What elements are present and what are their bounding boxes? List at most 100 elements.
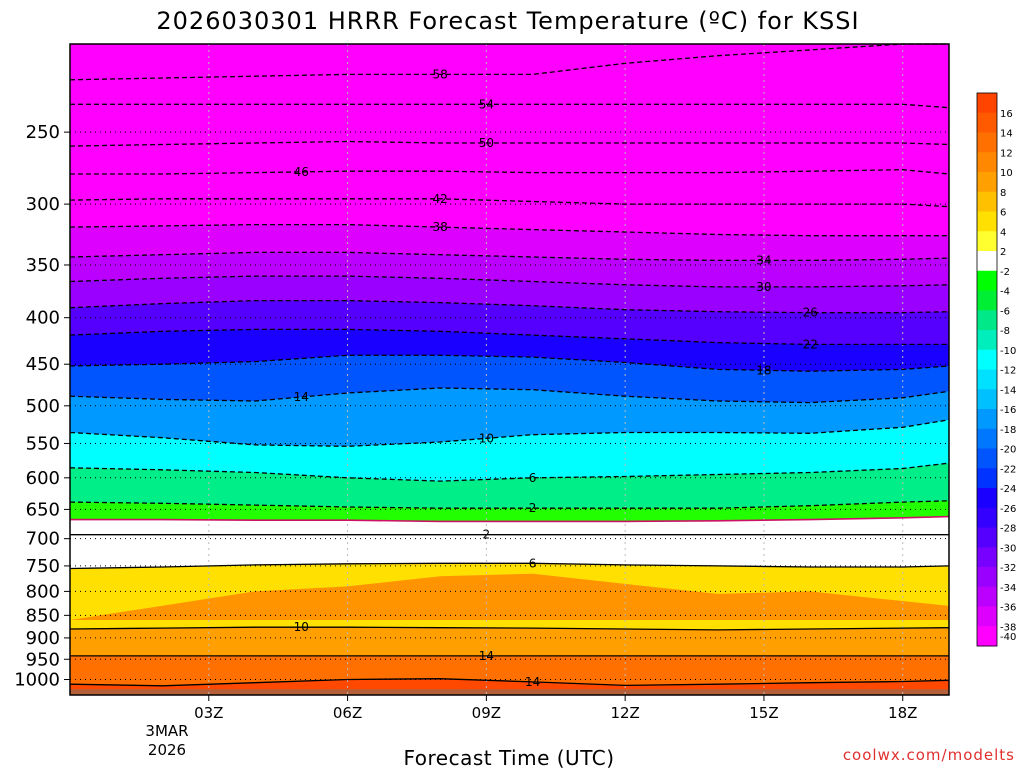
colorbar-label: -30: [1000, 543, 1016, 554]
contour--6: [69, 462, 950, 482]
colorbar-label: -2: [1000, 267, 1010, 278]
contour--42: [69, 198, 950, 208]
colorbar-cell: [977, 488, 997, 509]
y-tick-label: 1000: [14, 670, 60, 691]
contour-0: [70, 515, 950, 523]
contour-label: 58: [432, 67, 447, 81]
date-label-year: 2026: [148, 741, 186, 759]
y-tick-label: 850: [26, 605, 60, 626]
colorbar-label: -28: [1000, 524, 1016, 535]
x-tick-label: 12Z: [610, 704, 639, 722]
colorbar: 16 14 12 10 8 6 4 2 -2 -4 -6 -8 -10 -12 -14 -16 -18 -20 -2…: [976, 92, 1016, 647]
colorbar-label: -26: [1000, 504, 1016, 515]
colorbar-cell: [977, 586, 997, 607]
x-tick-label: 18Z: [888, 704, 917, 722]
contour-label: 10: [479, 431, 494, 445]
contour-label: 54: [479, 97, 494, 111]
colorbar-cell: [977, 389, 997, 410]
contour-label: 18: [756, 363, 771, 377]
colorbar-cell: [977, 409, 997, 430]
colorbar-label: 12: [1000, 148, 1013, 159]
credit-link[interactable]: coolwx.com/modelts: [843, 746, 1015, 764]
x-tick-label: 09Z: [472, 704, 501, 722]
y-tick-label: 950: [26, 649, 60, 670]
colorbar-cell: [977, 132, 997, 153]
contour-label: 14: [479, 649, 494, 663]
colorbar-label: -36: [1000, 603, 1016, 614]
y-tick-label: 600: [26, 468, 60, 489]
x-tick-label: 15Z: [749, 704, 778, 722]
y-tick-label: 750: [26, 556, 60, 577]
contour--30: [69, 275, 950, 288]
colorbar-cell: [977, 270, 997, 291]
colorbar-cell: [977, 626, 997, 647]
y-tick-label: 650: [26, 499, 60, 520]
contour-label: 6: [529, 471, 537, 485]
colorbar-label: -8: [1000, 326, 1010, 337]
colorbar-cell: [977, 606, 997, 627]
colorbar-label: 4: [1000, 227, 1006, 238]
band-surface: [70, 689, 949, 695]
contour--10: [69, 419, 950, 447]
contour-label: 2: [529, 501, 537, 515]
grid-lines: [70, 44, 949, 695]
y-tick-label: 400: [26, 308, 60, 329]
contour-label: 26: [803, 306, 818, 320]
colorbar-cell: [977, 468, 997, 489]
colorbar-cell: [977, 172, 997, 193]
contour--38: [69, 223, 949, 237]
contour-label: 14: [525, 675, 540, 689]
colorbar-cell: [977, 330, 997, 351]
contour-label: 22: [803, 337, 818, 351]
colorbar-label: -18: [1000, 425, 1016, 436]
contour--22: [69, 328, 949, 346]
contour-10: [69, 626, 950, 631]
contour-label: 34: [756, 253, 771, 267]
contour--34: [69, 251, 950, 262]
colorbar-label: 2: [1000, 247, 1006, 258]
colorbar-frame: [976, 92, 998, 647]
contour--54: [70, 103, 950, 109]
contour-label: 2: [483, 528, 491, 542]
contour-label: 14: [294, 390, 309, 404]
colorbar-cell: [977, 547, 997, 568]
colorbar-cell: [977, 349, 997, 370]
colorbar-label: -16: [1000, 405, 1016, 416]
y-tick-label: 800: [26, 581, 60, 602]
colorbar-label: -38: [1000, 622, 1016, 633]
colorbar-label: -12: [1000, 366, 1016, 377]
colorbar-label: 10: [1000, 168, 1013, 179]
chart-title: 2026030301 HRRR Forecast Temperature (ºC…: [156, 7, 859, 35]
colorbar-cell: [977, 211, 997, 232]
colorbar-label: 14: [1000, 129, 1013, 140]
y-tick-label: 550: [26, 433, 60, 454]
y-tick-label: 500: [26, 396, 60, 417]
contour-label: 30: [756, 280, 771, 294]
colorbar-cell: [977, 428, 997, 449]
y-tick-label: 900: [26, 628, 60, 649]
date-label-day: 3MAR: [145, 722, 188, 740]
colorbar-label: -40: [1000, 632, 1016, 643]
contour-label: 10: [294, 620, 309, 634]
y-tick-label: 300: [26, 194, 60, 215]
colorbar-cell: [977, 507, 997, 528]
contour-label: 6: [529, 556, 537, 570]
colorbar-cell: [977, 251, 997, 272]
y-tick-label: 250: [26, 122, 60, 143]
y-tick-label: 350: [26, 255, 60, 276]
contour--18: [69, 354, 950, 372]
contour-label: 46: [294, 165, 309, 179]
x-axis-title: Forecast Time (UTC): [403, 746, 614, 768]
colorbar-label: 6: [1000, 208, 1006, 219]
colorbar-cell: [977, 369, 997, 390]
contour--50: [69, 140, 950, 147]
contour--14: [69, 387, 950, 404]
x-tick-label: 03Z: [194, 704, 223, 722]
colorbar-label: 8: [1000, 188, 1006, 199]
colorbar-cell: [977, 112, 997, 133]
contour--58: [69, 43, 949, 81]
colorbar-label: -4: [1000, 287, 1010, 298]
x-axis: 03Z 06Z 09Z 12Z 15Z 18Z: [194, 695, 917, 722]
